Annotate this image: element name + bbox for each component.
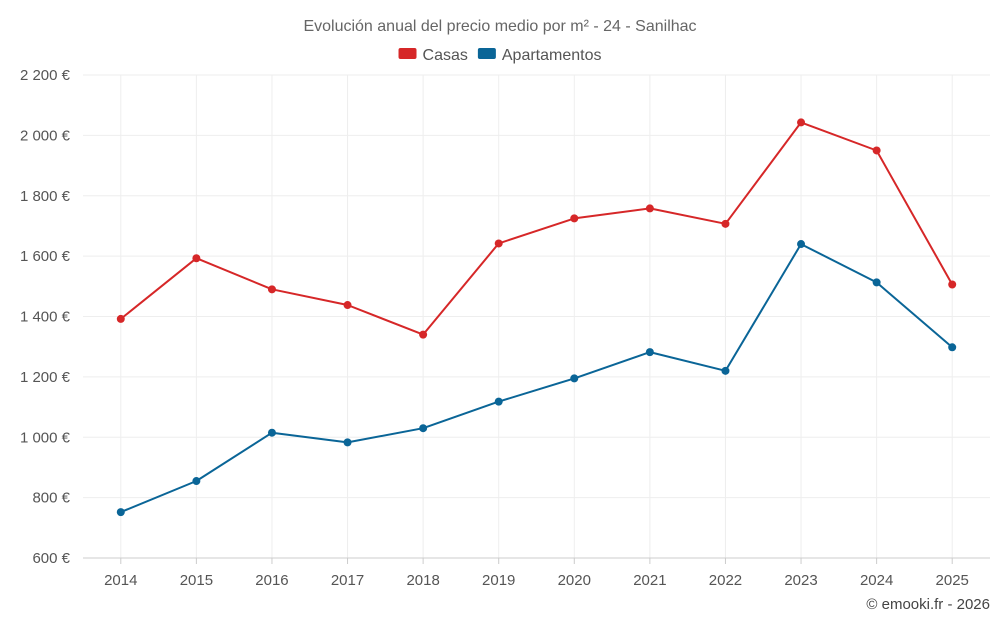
- legend-swatch: [398, 48, 417, 59]
- y-tick-label: 800 €: [32, 490, 70, 507]
- axes: 600 € 800 € 1 000 € 1 200 € 1 400 € 1 600 € 1 …: [20, 67, 990, 589]
- credit-text: © emooki.fr - 2026: [866, 596, 990, 613]
- x-tick-label: 2018: [406, 572, 439, 589]
- x-tick-label: 2020: [558, 572, 591, 589]
- x-tick-label: 2021: [633, 572, 666, 589]
- data-point: [645, 348, 654, 357]
- data-point: [872, 278, 881, 287]
- data-point: [494, 239, 503, 248]
- legend-swatch: [477, 48, 496, 59]
- x-tick-label: 2025: [936, 572, 969, 589]
- y-tick-label: 1 800 €: [20, 188, 71, 205]
- y-tick-label: 1 400 €: [20, 309, 71, 326]
- x-tick-label: 2023: [784, 572, 817, 589]
- y-tick-label: 600 €: [32, 550, 70, 567]
- data-point: [343, 301, 352, 310]
- series-apartamentos: [116, 240, 957, 517]
- y-tick-label: 2 200 €: [20, 67, 71, 84]
- y-tick-label: 2 000 €: [20, 127, 71, 144]
- data-point: [343, 438, 352, 447]
- chart-legend: Casas Apartamentos: [398, 47, 602, 64]
- data-point: [192, 254, 201, 263]
- y-tick-label: 1 600 €: [20, 248, 71, 265]
- x-tick-label: 2019: [482, 572, 515, 589]
- series-line: [120, 121, 954, 336]
- x-tick-label: 2017: [331, 572, 364, 589]
- data-point: [948, 343, 957, 352]
- data-point: [570, 214, 579, 223]
- grid: [83, 74, 990, 559]
- data-point: [116, 314, 125, 323]
- data-point: [419, 330, 428, 339]
- data-point: [267, 428, 276, 437]
- data-point: [645, 204, 654, 213]
- y-tick-label: 1 000 €: [20, 429, 71, 446]
- x-tick-label: 2014: [104, 572, 137, 589]
- data-point: [419, 424, 428, 433]
- x-tick-label: 2015: [180, 572, 213, 589]
- data-point: [797, 240, 806, 249]
- data-point: [721, 366, 730, 375]
- data-point: [872, 146, 881, 155]
- legend-label: Apartamentos: [502, 47, 602, 64]
- series-layer: [116, 118, 957, 517]
- series-line: [120, 243, 953, 514]
- data-point: [494, 397, 503, 406]
- data-point: [797, 118, 806, 127]
- x-tick-label: 2022: [709, 572, 742, 589]
- chart-title: Evolución anual del precio medio por m² …: [303, 18, 696, 35]
- data-point: [267, 285, 276, 294]
- x-tick-label: 2024: [860, 572, 893, 589]
- legend-label: Casas: [423, 47, 468, 64]
- data-point: [948, 280, 957, 289]
- data-point: [192, 477, 201, 486]
- data-point: [721, 219, 730, 228]
- data-point: [570, 374, 579, 383]
- x-tick-label: 2016: [255, 572, 288, 589]
- data-point: [116, 508, 125, 517]
- y-tick-label: 1 200 €: [20, 369, 71, 386]
- series-casas: [116, 118, 957, 339]
